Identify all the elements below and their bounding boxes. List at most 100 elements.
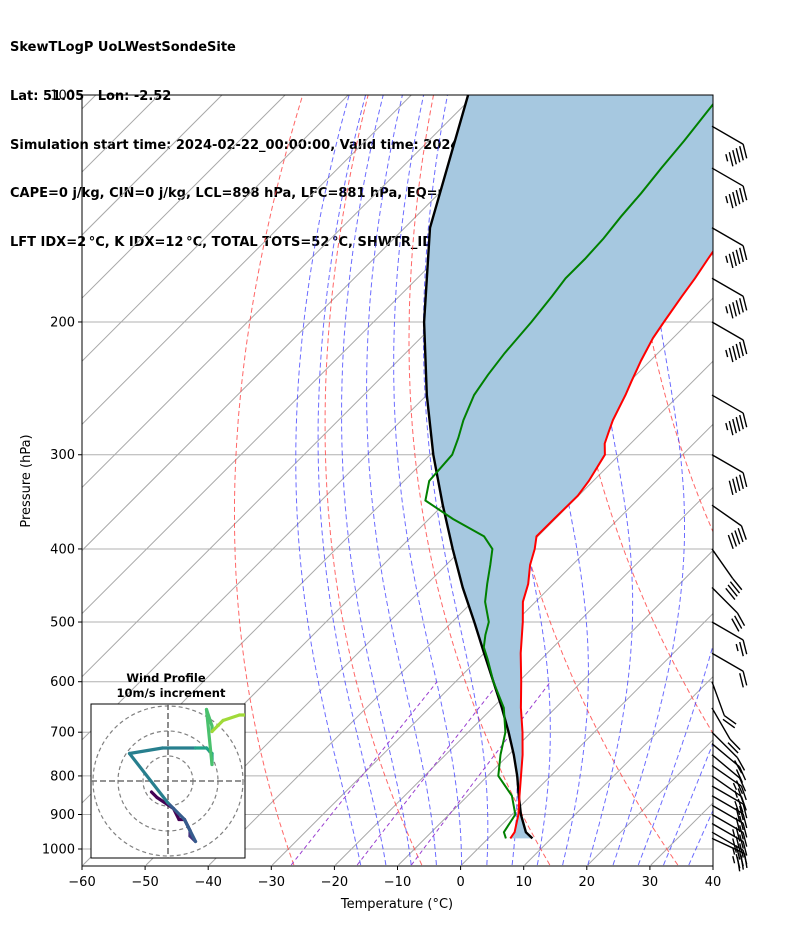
hodograph-segment xyxy=(204,707,214,767)
y-tick-label: 100 xyxy=(50,89,75,104)
wind-barb-flag xyxy=(729,581,741,594)
wind-barb-flag xyxy=(735,854,741,869)
moist-adiabat xyxy=(637,95,713,866)
wind-barb-shaft xyxy=(711,707,731,740)
wind-barb-half-flag xyxy=(725,349,729,358)
wind-barb-flag xyxy=(727,584,738,597)
y-tick-label: 300 xyxy=(50,448,75,463)
hodograph-segment xyxy=(166,801,187,822)
wind-barb-flag xyxy=(739,341,744,357)
wind-barb xyxy=(711,125,748,167)
wind-barb-flag xyxy=(725,587,736,601)
moist-adiabat xyxy=(295,95,362,866)
wind-barb-flag xyxy=(742,245,748,261)
wind-barb-flag xyxy=(732,345,737,361)
wind-barb-flag xyxy=(731,618,740,632)
x-tick-label: 20 xyxy=(579,875,596,890)
isotherm-gridline xyxy=(398,549,713,866)
hodograph-segment xyxy=(182,817,192,833)
y-tick-label: 500 xyxy=(50,616,75,631)
mixing-ratio-line xyxy=(290,681,438,866)
wind-barb xyxy=(711,743,747,783)
wind-barb-shaft xyxy=(711,227,744,247)
wind-barb-flag xyxy=(735,343,741,359)
wind-barb-flag xyxy=(728,193,734,209)
wind-barb-half-flag xyxy=(725,255,729,264)
moist-adiabat xyxy=(341,95,412,866)
wind-barb-flag xyxy=(739,247,744,263)
wind-barb-flag xyxy=(728,347,734,363)
wind-barb xyxy=(711,652,748,688)
wind-barb xyxy=(711,504,747,550)
moist-adiabat xyxy=(317,95,387,866)
wind-barb xyxy=(711,822,748,860)
wind-barb-flag xyxy=(735,769,744,783)
wind-barb-shaft xyxy=(711,125,744,145)
wind-barb xyxy=(711,321,748,363)
moist-adiabat xyxy=(663,741,713,866)
inset-subtitle: 10m/s increment xyxy=(117,686,226,700)
x-tick-label: −40 xyxy=(194,875,221,890)
wind-barb xyxy=(711,587,746,632)
x-tick-label: −60 xyxy=(68,875,95,890)
wind-barb-shaft xyxy=(711,277,744,297)
wind-barb xyxy=(711,277,748,319)
wind-barb-flag xyxy=(742,412,748,428)
wind-barb-flag xyxy=(728,152,734,167)
wind-barb-flag xyxy=(732,838,737,853)
wind-barb xyxy=(711,621,748,657)
wind-barb-flag xyxy=(734,760,743,774)
wind-barb-flag xyxy=(732,150,737,165)
wind-barb-flag xyxy=(739,834,744,849)
y-tick-label: 600 xyxy=(50,675,75,690)
wind-barb-flag xyxy=(742,472,748,488)
wind-barb-flag xyxy=(742,832,748,847)
wind-barb-shaft xyxy=(711,837,745,855)
wind-barb-flag xyxy=(734,615,743,629)
isotherm-gridline xyxy=(82,95,223,236)
wind-barb xyxy=(711,681,737,729)
wind-barb-shaft xyxy=(711,652,744,672)
wind-barb-shaft xyxy=(711,681,725,716)
wind-barb-flag xyxy=(735,807,741,823)
wind-barb-half-flag xyxy=(725,422,729,431)
dry-adiabat xyxy=(234,95,304,866)
hodograph-segment xyxy=(221,713,242,723)
isotherm-gridline xyxy=(524,675,713,866)
wind-barb-flag xyxy=(728,304,734,319)
wind-barb-flag xyxy=(739,673,744,688)
hodograph-segment xyxy=(204,707,214,728)
dry-adiabat xyxy=(760,95,794,865)
wind-barb-flag xyxy=(735,817,741,833)
wind-barb-flag xyxy=(732,191,737,207)
wind-barb-shaft xyxy=(711,822,744,843)
y-tick-label: 800 xyxy=(50,769,75,784)
wind-barb xyxy=(711,707,741,754)
wind-barb-flag xyxy=(727,742,739,754)
wind-barb-flag xyxy=(739,815,744,831)
wind-barb-flag xyxy=(735,836,741,851)
wind-barb-flag xyxy=(739,298,744,313)
wind-barb xyxy=(711,167,748,209)
dewpoint-line xyxy=(424,102,713,839)
wind-barb-half-flag xyxy=(732,847,736,855)
wind-barb-shaft xyxy=(711,731,738,759)
wind-barb-flag xyxy=(739,187,744,203)
wind-barb-shaft xyxy=(711,775,742,798)
wind-barb-half-flag xyxy=(725,195,729,204)
y-tick-label: 700 xyxy=(50,726,75,741)
x-tick-label: 30 xyxy=(642,875,659,890)
wind-barb-flag xyxy=(728,253,734,269)
cin-shading xyxy=(424,95,713,839)
wind-barb-flag xyxy=(730,532,738,547)
wind-barb-flag xyxy=(728,420,734,436)
wind-barb-shaft xyxy=(711,764,742,787)
wind-barb-flag xyxy=(742,639,748,655)
x-axis-label: Temperature (°C) xyxy=(340,897,453,912)
temperature-line xyxy=(509,249,713,839)
hodograph-segment xyxy=(210,718,225,734)
wind-barb-flag xyxy=(737,788,744,803)
wind-barb-flag xyxy=(735,249,741,265)
isotherm-gridline xyxy=(271,423,713,866)
wind-barb-flag xyxy=(732,578,743,591)
